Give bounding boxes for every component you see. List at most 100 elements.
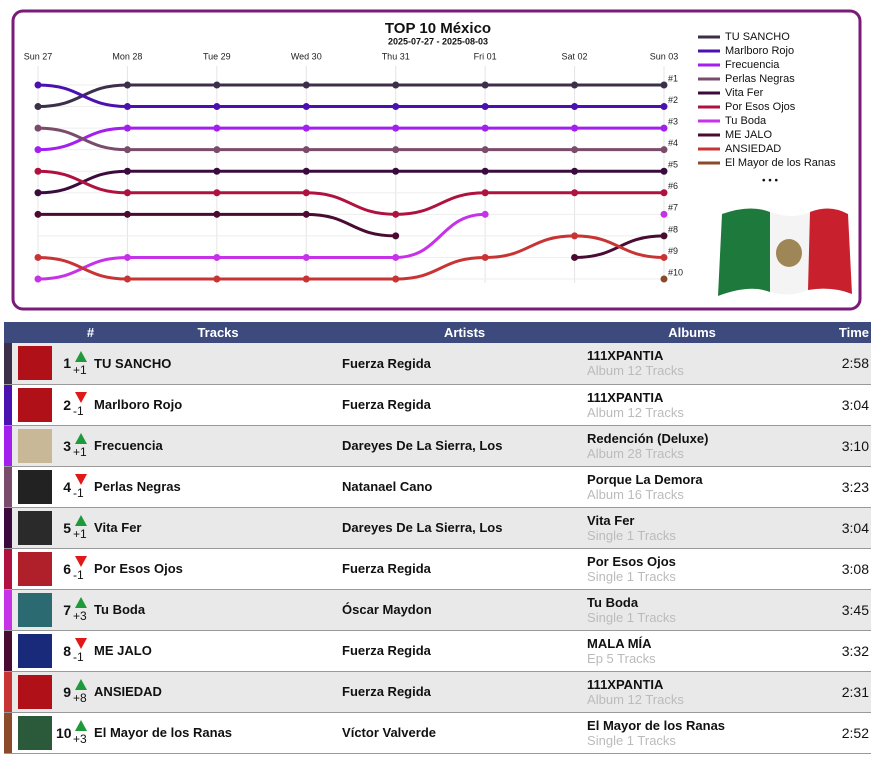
point	[392, 210, 400, 218]
album-info: Single 1 Tracks	[587, 527, 676, 543]
artist-name: Fuerza Regida	[342, 384, 588, 426]
album-cell: Por Esos Ojos Single 1 Tracks	[587, 548, 798, 590]
y-tick-label: #2	[668, 95, 678, 105]
track-time: 3:08	[797, 548, 871, 590]
album-thumbnail	[18, 592, 52, 627]
point	[302, 124, 310, 132]
point	[213, 81, 221, 89]
point	[213, 103, 221, 111]
point	[123, 189, 131, 197]
y-tick-label: #5	[668, 160, 678, 170]
album-info: Album 16 Tracks	[587, 486, 684, 502]
x-tick-label: Fri 01	[474, 51, 497, 61]
point	[123, 103, 131, 111]
point	[392, 167, 400, 175]
point	[392, 232, 400, 240]
x-tick-label: Sun 03	[650, 51, 679, 61]
rank: 8	[56, 630, 73, 672]
point	[571, 103, 579, 111]
album-thumbnail	[18, 715, 52, 750]
point	[34, 253, 42, 261]
series-line	[37, 169, 664, 216]
rank: 4	[56, 466, 73, 508]
change-cell: -1	[73, 630, 95, 672]
row-color	[4, 630, 12, 672]
album-cell: 111XPANTIA Album 12 Tracks	[587, 343, 798, 385]
point	[481, 189, 489, 197]
point	[302, 189, 310, 197]
y-tick-label: #8	[668, 224, 678, 234]
track-time: 2:58	[797, 343, 871, 385]
rank: 7	[56, 589, 73, 631]
y-tick-label: #9	[668, 246, 678, 256]
album-name: Porque La Demora	[587, 471, 703, 487]
track-name: Tu Boda	[94, 589, 343, 631]
point	[571, 232, 579, 240]
point	[481, 167, 489, 175]
change-cell: -1	[73, 384, 95, 426]
point	[660, 167, 668, 175]
point	[302, 275, 310, 283]
point	[213, 146, 221, 154]
album-name: Redención (Deluxe)	[587, 430, 709, 446]
track-time: 2:31	[797, 671, 871, 713]
point	[660, 146, 668, 154]
point	[34, 146, 42, 154]
point	[123, 167, 131, 175]
x-tick-label: Tue 29	[203, 51, 231, 61]
album-info: Album 12 Tracks	[587, 404, 684, 420]
point	[660, 253, 668, 261]
trend-arrow	[75, 474, 87, 485]
track-name: Perlas Negras	[94, 466, 343, 508]
point	[302, 210, 310, 218]
album-info: Album 12 Tracks	[587, 363, 684, 379]
row-color	[4, 712, 12, 754]
album-cell: 111XPANTIA Album 12 Tracks	[587, 671, 798, 713]
column-header: Albums	[587, 322, 798, 343]
legend-more: • • •	[762, 176, 779, 187]
point	[571, 253, 579, 261]
album-name: Por Esos Ojos	[587, 553, 676, 569]
artist-name: Óscar Maydon	[342, 589, 588, 631]
point	[34, 189, 42, 197]
change-cell: +1	[73, 507, 95, 549]
row-color	[4, 343, 12, 385]
chart: TOP 10 México 2025-07-27 - 2025-08-03 Su…	[11, 9, 862, 311]
rank-change: -1	[73, 568, 84, 582]
album-thumbnail	[18, 428, 52, 463]
point	[302, 167, 310, 175]
album-info: Album 12 Tracks	[587, 691, 684, 707]
legend-label: Por Esos Ojos	[725, 101, 796, 113]
album-name: 111XPANTIA	[587, 676, 664, 692]
point	[123, 210, 131, 218]
row-color	[4, 466, 12, 508]
thumb-cell	[12, 343, 56, 385]
legend-label: Tu Boda	[725, 115, 767, 127]
point	[571, 189, 579, 197]
album-info: Ep 5 Tracks	[587, 650, 656, 666]
thumb-cell	[12, 671, 56, 713]
point	[302, 253, 310, 261]
thumb-cell	[12, 507, 56, 549]
trend-arrow	[75, 679, 87, 690]
point	[571, 146, 579, 154]
artist-name: Dareyes De La Sierra, Los	[342, 425, 588, 467]
table-row: 1 +1 TU SANCHO Fuerza Regida 111XPANTIA Album…	[4, 343, 871, 385]
track-name: Frecuencia	[94, 425, 343, 467]
row-color	[4, 548, 12, 590]
album-cell: Vita Fer Single 1 Tracks	[587, 507, 798, 549]
album-cell: Porque La Demora Album 16 Tracks	[587, 466, 798, 508]
legend-label: ANSIEDAD	[725, 143, 781, 155]
thumb-cell	[12, 589, 56, 631]
artist-name: Fuerza Regida	[342, 548, 588, 590]
point	[571, 81, 579, 89]
rank: 6	[56, 548, 73, 590]
row-color	[4, 425, 12, 467]
legend-label: Vita Fer	[725, 87, 764, 99]
artist-name: Natanael Cano	[342, 466, 588, 508]
track-name: Por Esos Ojos	[94, 548, 343, 590]
point	[392, 103, 400, 111]
point	[123, 124, 131, 132]
thumb-cell	[12, 466, 56, 508]
rank: 3	[56, 425, 73, 467]
